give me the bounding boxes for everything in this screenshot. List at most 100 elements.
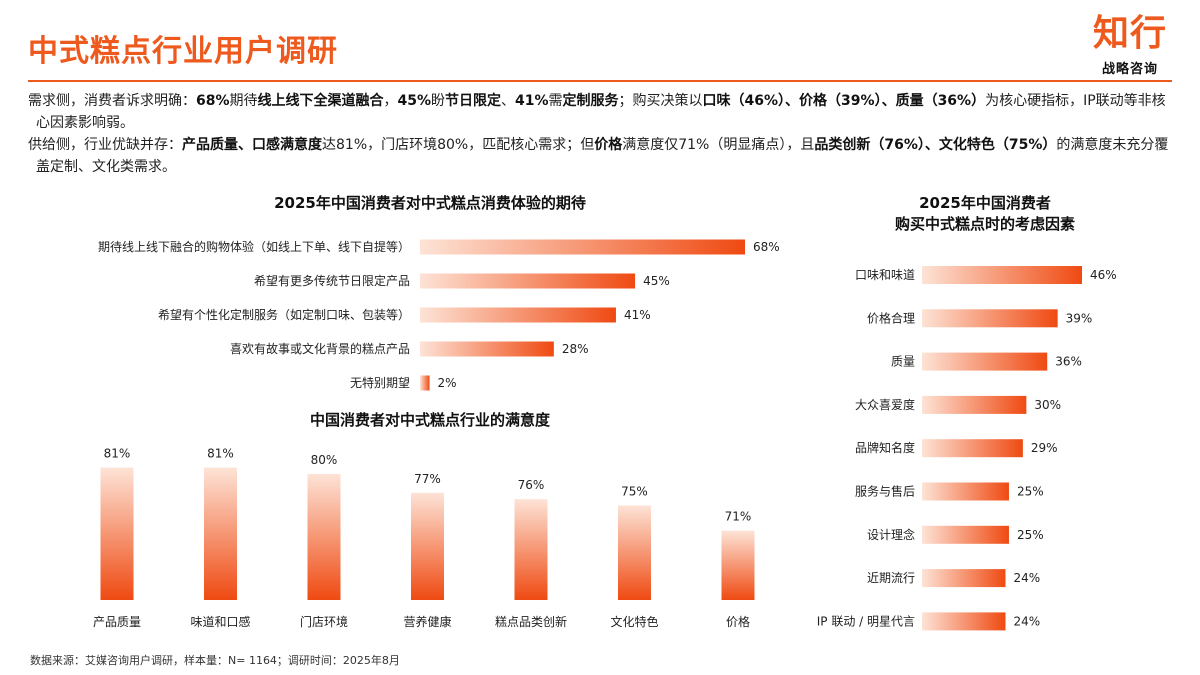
summary-run: 达81%，门店环境80%，匹配核心需求；但 bbox=[322, 137, 595, 153]
category-label: 味道和口感 bbox=[190, 614, 250, 629]
data-source-note: 数据来源：艾媒咨询用户调研，样本量：N= 1164；调研时间：2025年8月 bbox=[30, 654, 400, 667]
summary-demand-paragraph: 需求侧，消费者诉求明确：68%期待线上线下全渠道融合，45%盼节日限定、41%需… bbox=[28, 90, 1176, 134]
summary-run: 为核心硬指标，IP联动等非核心因素影响弱。 bbox=[36, 93, 1166, 131]
header-divider bbox=[28, 80, 1172, 82]
category-label: 文化特色 bbox=[610, 614, 658, 629]
summary-run: 需 bbox=[548, 93, 563, 109]
value-label: 36% bbox=[1055, 355, 1082, 369]
category-label: 产品质量 bbox=[93, 615, 141, 629]
category-label: 口味和味道 bbox=[855, 268, 915, 282]
summary-highlight: 节日限定 bbox=[445, 93, 502, 109]
summary-highlight: 41% bbox=[515, 93, 549, 109]
summary-run: 需求侧，消费者诉求明确： bbox=[28, 93, 196, 109]
column bbox=[100, 467, 134, 600]
category-label: 质量 bbox=[891, 355, 915, 369]
value-label: 25% bbox=[1017, 485, 1044, 499]
value-label: 25% bbox=[1017, 528, 1044, 542]
summary-highlight: 产品质量、口感满意度 bbox=[182, 137, 322, 153]
value-label: 81% bbox=[207, 447, 234, 461]
summary-run: ， bbox=[383, 93, 398, 109]
value-label: 30% bbox=[1034, 398, 1061, 412]
bar bbox=[922, 482, 1009, 501]
bar bbox=[922, 612, 1006, 631]
bar bbox=[420, 375, 430, 391]
value-label: 75% bbox=[621, 484, 648, 498]
brand-logo: 知行 战略咨询 bbox=[1090, 13, 1170, 78]
category-label: 喜欢有故事或文化背景的糕点产品 bbox=[230, 341, 410, 356]
bar bbox=[922, 309, 1058, 328]
summary-run: 、 bbox=[501, 93, 516, 109]
expectation-bar-chart: 期待线上线下融合的购物体验（如线上下单、线下自提等） 68% 希望有更多传统节日限定… bbox=[98, 239, 780, 391]
category-label: 近期流行 bbox=[867, 571, 915, 585]
bar bbox=[922, 395, 1027, 414]
value-label: 39% bbox=[1066, 311, 1093, 325]
summary-run: ；购买决策以 bbox=[618, 93, 703, 109]
category-label: 糕点品类创新 bbox=[495, 614, 567, 629]
value-label: 28% bbox=[562, 342, 589, 356]
bar bbox=[922, 266, 1082, 284]
column bbox=[307, 473, 341, 600]
summary-run: 满意度仅71%（明显痛点），且 bbox=[622, 137, 815, 153]
value-label: 76% bbox=[518, 478, 545, 492]
logo-subtitle: 战略咨询 bbox=[1101, 62, 1158, 77]
summary-run: 期待 bbox=[229, 93, 258, 109]
category-label: 无特别期望 bbox=[350, 375, 410, 390]
category-label: 门店环境 bbox=[300, 614, 348, 629]
summary-text: 需求侧，消费者诉求明确：68%期待线上线下全渠道融合，45%盼节日限定、41%需… bbox=[28, 90, 1176, 178]
summary-highlight: 定制服务 bbox=[562, 93, 619, 109]
bar bbox=[922, 525, 1009, 544]
category-label: 价格 bbox=[726, 614, 750, 629]
value-label: 46% bbox=[1090, 268, 1117, 282]
factors-bar-chart: 口味和味道 46% 价格合理 39% 质量 36% 大众喜爱度 30% 品牌知名度 29% 服务与售… bbox=[817, 266, 1117, 631]
satisfaction-column-chart: 81% 产品质量 81% 味道和口感 80% 门店环境 77% 营养健康 76% 糕点品类创新 75… bbox=[93, 447, 755, 629]
factors-title-line: 购买中式糕点时的考虑因素 bbox=[894, 215, 1075, 233]
value-label: 81% bbox=[104, 447, 131, 461]
satisfaction-chart-title: 中国消费者对中式糕点行业的满意度 bbox=[309, 411, 550, 429]
category-label: 希望有个性化定制服务（如定制口味、包装等） bbox=[158, 307, 410, 322]
summary-run: 盼 bbox=[431, 93, 446, 109]
value-label: 80% bbox=[311, 453, 338, 467]
bar bbox=[922, 439, 1023, 458]
summary-highlight: 口味（46%）、价格（39%）、质量（36%） bbox=[702, 93, 986, 109]
factors-chart-title: 2025年中国消费者购买中式糕点时的考虑因素 bbox=[830, 193, 1140, 235]
column bbox=[721, 530, 755, 600]
value-label: 24% bbox=[1013, 614, 1040, 628]
column bbox=[618, 505, 651, 600]
value-label: 68% bbox=[753, 240, 780, 254]
summary-run: 的满意度未充分覆盖定制、文化类需求。 bbox=[36, 137, 1169, 175]
category-label: IP 联动 / 明星代言 bbox=[817, 614, 915, 628]
value-label: 29% bbox=[1031, 441, 1058, 455]
summary-highlight: 68% bbox=[196, 93, 230, 109]
summary-run: 供给侧，行业优缺并存： bbox=[28, 137, 182, 153]
bar bbox=[922, 569, 1006, 588]
summary-highlight: 45% bbox=[397, 93, 432, 109]
bar bbox=[420, 239, 745, 255]
value-label: 2% bbox=[438, 376, 457, 390]
value-label: 77% bbox=[414, 472, 441, 486]
factors-title-line: 2025年中国消费者 bbox=[919, 194, 1051, 212]
bar bbox=[420, 273, 636, 289]
summary-highlight: 品类创新（76%）、文化特色（75%） bbox=[814, 137, 1057, 153]
bar bbox=[420, 307, 616, 323]
category-label: 设计理念 bbox=[867, 527, 915, 542]
column bbox=[514, 499, 548, 600]
category-label: 营养健康 bbox=[403, 614, 451, 629]
category-label: 品牌知名度 bbox=[855, 440, 915, 455]
logo-mark: 知行 bbox=[1092, 13, 1167, 54]
category-label: 期待线上线下融合的购物体验（如线上下单、线下自提等） bbox=[98, 239, 410, 254]
page-title: 中式糕点行业用户调研 bbox=[28, 34, 338, 69]
summary-highlight: 价格 bbox=[594, 137, 623, 153]
column bbox=[204, 467, 237, 600]
category-label: 大众喜爱度 bbox=[855, 397, 915, 412]
summary-highlight: 线上线下全渠道融合 bbox=[257, 93, 384, 109]
bar bbox=[922, 352, 1048, 371]
value-label: 45% bbox=[643, 274, 670, 288]
value-label: 41% bbox=[624, 308, 651, 322]
summary-supply-paragraph: 供给侧，行业优缺并存：产品质量、口感满意度达81%，门店环境80%，匹配核心需求… bbox=[28, 134, 1176, 178]
bar bbox=[420, 341, 554, 357]
category-label: 价格合理 bbox=[867, 310, 915, 325]
category-label: 服务与售后 bbox=[855, 484, 915, 499]
value-label: 71% bbox=[725, 510, 752, 524]
value-label: 24% bbox=[1013, 571, 1040, 585]
column bbox=[411, 492, 444, 600]
